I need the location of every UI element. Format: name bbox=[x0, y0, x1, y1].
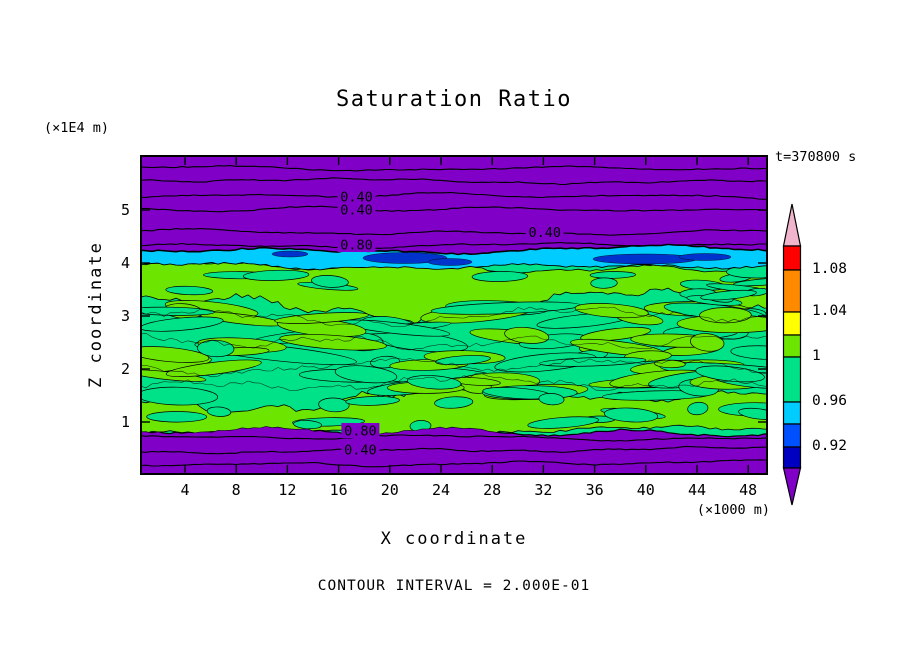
y-tick-label: 2 bbox=[120, 360, 130, 378]
x-tick-label: 28 bbox=[483, 481, 502, 499]
y-tick-label: 3 bbox=[120, 307, 130, 325]
colorbar-tick-label: 1.04 bbox=[812, 303, 847, 319]
chart-title: Saturation Ratio bbox=[336, 87, 572, 112]
y-axis-unit-label: (×1E4 m) bbox=[44, 120, 110, 136]
contour-interval-label: CONTOUR INTERVAL = 2.000E-01 bbox=[317, 578, 591, 594]
x-axis-title: X coordinate bbox=[380, 529, 528, 549]
cloud-band-texture bbox=[140, 244, 768, 437]
colorbar-arrow-top bbox=[782, 203, 802, 247]
x-tick-label: 36 bbox=[585, 481, 604, 499]
svg-text:0.40: 0.40 bbox=[340, 203, 373, 219]
svg-text:0.80: 0.80 bbox=[344, 424, 377, 440]
svg-text:0.40: 0.40 bbox=[528, 225, 561, 241]
x-tick-label: 8 bbox=[231, 481, 241, 499]
colorbar-tick-label: 0.96 bbox=[812, 393, 847, 409]
colorbar-arrow-bottom bbox=[782, 467, 802, 506]
x-tick-label: 44 bbox=[687, 481, 707, 499]
colorbar-tick-label: 0.92 bbox=[812, 438, 847, 454]
x-tick-label: 20 bbox=[380, 481, 399, 499]
y-tick-label: 5 bbox=[120, 201, 130, 219]
plot-frame bbox=[140, 155, 768, 475]
time-annotation: t=370800 s bbox=[775, 149, 857, 165]
contour-plot: 0.40 0.40 0.80 0.40 0.80 0.40 bbox=[139, 155, 769, 475]
x-tick-label: 32 bbox=[534, 481, 553, 499]
x-tick-label: 48 bbox=[739, 481, 758, 499]
colorbar-tick-label: 1 bbox=[812, 348, 821, 364]
svg-text:0.80: 0.80 bbox=[340, 238, 373, 254]
y-tick-label: 4 bbox=[120, 254, 130, 272]
x-tick-label: 4 bbox=[180, 481, 190, 499]
x-tick-label: 40 bbox=[636, 481, 655, 499]
x-tick-label: 16 bbox=[329, 481, 348, 499]
colorbar bbox=[782, 203, 802, 509]
x-tick-label: 12 bbox=[278, 481, 297, 499]
colorbar-tick-label: 1.08 bbox=[812, 261, 847, 277]
y-tick-label: 1 bbox=[120, 413, 130, 431]
x-axis-unit-label: (×1000 m) bbox=[696, 502, 770, 518]
svg-text:0.40: 0.40 bbox=[344, 443, 377, 459]
svg-text:0.40: 0.40 bbox=[340, 189, 373, 205]
x-tick-label: 24 bbox=[431, 481, 451, 499]
